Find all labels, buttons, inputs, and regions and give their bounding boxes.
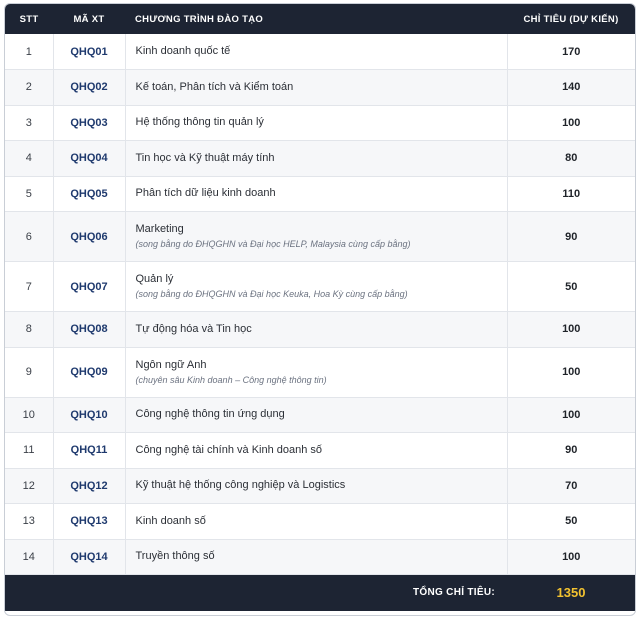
- table-row: 9 QHQ09 Ngôn ngữ Anh (chuyên sâu Kinh doanh…: [5, 347, 635, 398]
- row-stt: 13: [5, 503, 54, 540]
- row-quota: 100: [507, 311, 635, 348]
- row-quota: 50: [507, 503, 635, 540]
- table-row: 11 QHQ11 Công nghệ tài chính và Kinh doanh…: [5, 432, 635, 469]
- program-name: Hệ thống thông tin quản lý: [135, 116, 264, 129]
- row-stt: 9: [5, 347, 54, 398]
- row-quota: 100: [507, 539, 635, 575]
- row-quota: 140: [507, 69, 635, 106]
- row-code: QHQ14: [53, 539, 126, 575]
- row-program: Kỹ thuật hệ thống công nghiệp và Logisti…: [125, 468, 508, 504]
- program-name: Kế toán, Phân tích và Kiểm toán: [135, 80, 294, 93]
- row-code: QHQ02: [53, 69, 126, 106]
- row-program: Công nghệ tài chính và Kinh doanh số: [125, 432, 508, 469]
- program-name: Kinh doanh quốc tế: [135, 45, 231, 57]
- row-code: QHQ04: [53, 140, 126, 177]
- row-quota: 90: [507, 211, 635, 262]
- program-name: Ngôn ngữ Anh: [135, 358, 207, 371]
- row-quota: 170: [507, 34, 635, 70]
- row-stt: 14: [5, 539, 54, 575]
- header-program: CHƯƠNG TRÌNH ĐÀO TẠO: [135, 13, 264, 25]
- row-program: Kinh doanh quốc tế: [125, 34, 508, 70]
- table-row: 12 QHQ12 Kỹ thuật hệ thống công nghiệp và …: [5, 468, 635, 504]
- table-row: 5 QHQ05 Phân tích dữ liệu kinh doanh 110: [5, 176, 635, 212]
- row-stt: 11: [5, 432, 54, 469]
- quota-table-container: STT MÃ XT CHƯƠNG TRÌNH ĐÀO TẠO CHỈ TIÊU …: [4, 3, 636, 616]
- row-code: QHQ13: [53, 503, 126, 540]
- quota-table: STT MÃ XT CHƯƠNG TRÌNH ĐÀO TẠO CHỈ TIÊU …: [5, 4, 635, 611]
- table-row: 13 QHQ13 Kinh doanh số 50: [5, 503, 635, 540]
- row-program: Truyền thông số: [125, 539, 508, 575]
- row-stt: 12: [5, 468, 54, 504]
- row-stt: 10: [5, 397, 54, 433]
- row-program: Marketing (song bằng do ĐHQGHN và Đại học…: [125, 211, 508, 262]
- row-program: Tin học và Kỹ thuật máy tính: [125, 140, 508, 177]
- table-body: 1 QHQ01 Kinh doanh quốc tế 170 2 QHQ02 Kế toán…: [5, 34, 635, 575]
- table-row: 1 QHQ01 Kinh doanh quốc tế 170: [5, 34, 635, 70]
- row-code: QHQ12: [53, 468, 126, 504]
- total-value: 1350: [556, 585, 586, 601]
- row-code: QHQ09: [53, 347, 126, 398]
- program-name: Truyền thông số: [135, 550, 215, 563]
- table-row: 10 QHQ10 Công nghệ thông tin ứng dụng 100: [5, 397, 635, 433]
- program-name: Tin học và Kỹ thuật máy tính: [135, 151, 275, 164]
- header-stt: STT: [19, 13, 39, 25]
- row-stt: 4: [5, 140, 54, 177]
- program-name: Công nghệ thông tin ứng dụng: [135, 408, 285, 421]
- program-name: Phân tích dữ liệu kinh doanh: [135, 187, 276, 200]
- row-program: Kinh doanh số: [125, 503, 508, 540]
- program-name: Quản lý: [135, 273, 174, 285]
- row-quota: 100: [507, 347, 635, 398]
- table-row: 3 QHQ03 Hệ thống thông tin quản lý 100: [5, 105, 635, 141]
- row-code: QHQ03: [53, 105, 126, 141]
- program-name: Marketing: [135, 223, 184, 235]
- program-name: Công nghệ tài chính và Kinh doanh số: [135, 443, 323, 456]
- table-footer-row: TỔNG CHỈ TIÊU: 1350: [5, 574, 635, 611]
- row-code: QHQ05: [53, 176, 126, 212]
- program-note: (song bằng do ĐHQGHN và Đại học HELP, Ma…: [135, 239, 411, 249]
- header-quota: CHỈ TIÊU (DỰ KIẾN): [523, 13, 619, 25]
- row-stt: 5: [5, 176, 54, 212]
- table-row: 8 QHQ08 Tự động hóa và Tin học 100: [5, 311, 635, 348]
- row-stt: 8: [5, 311, 54, 348]
- row-quota: 80: [507, 140, 635, 177]
- row-quota: 90: [507, 432, 635, 469]
- row-quota: 110: [507, 176, 635, 212]
- row-quota: 70: [507, 468, 635, 504]
- row-code: QHQ08: [53, 311, 126, 348]
- row-quota: 100: [507, 105, 635, 141]
- row-program: Quản lý (song bằng do ĐHQGHN và Đại học K…: [125, 261, 508, 312]
- table-row: 14 QHQ14 Truyền thông số 100: [5, 539, 635, 575]
- table-row: 2 QHQ02 Kế toán, Phân tích và Kiểm toán 140: [5, 69, 635, 106]
- row-code: QHQ06: [53, 211, 126, 262]
- row-quota: 50: [507, 261, 635, 312]
- row-stt: 2: [5, 69, 54, 106]
- table-row: 6 QHQ06 Marketing (song bằng do ĐHQGHN và Đ…: [5, 211, 635, 262]
- row-program: Công nghệ thông tin ứng dụng: [125, 397, 508, 433]
- program-name: Kinh doanh số: [135, 514, 206, 527]
- table-header-row: STT MÃ XT CHƯƠNG TRÌNH ĐÀO TẠO CHỈ TIÊU …: [5, 4, 635, 34]
- row-code: QHQ01: [53, 34, 126, 70]
- total-label: TỔNG CHỈ TIÊU:: [413, 587, 495, 599]
- row-stt: 6: [5, 211, 54, 262]
- row-program: Kế toán, Phân tích và Kiểm toán: [125, 69, 508, 106]
- header-code: MÃ XT: [73, 13, 105, 25]
- program-name: Kỹ thuật hệ thống công nghiệp và Logisti…: [135, 479, 346, 492]
- program-note: (song bằng do ĐHQGHN và Đại học Keuka, H…: [135, 289, 408, 299]
- row-quota: 100: [507, 397, 635, 433]
- program-note: (chuyên sâu Kinh doanh – Công nghệ thông…: [135, 374, 327, 385]
- table-row: 4 QHQ04 Tin học và Kỹ thuật máy tính 80: [5, 140, 635, 177]
- row-stt: 1: [5, 34, 54, 70]
- row-code: QHQ10: [53, 397, 126, 433]
- row-code: QHQ11: [53, 432, 126, 469]
- row-program: Tự động hóa và Tin học: [125, 311, 508, 348]
- table-row: 7 QHQ07 Quản lý (song bằng do ĐHQGHN và Đại…: [5, 261, 635, 312]
- row-stt: 3: [5, 105, 54, 141]
- row-program: Hệ thống thông tin quản lý: [125, 105, 508, 141]
- row-code: QHQ07: [53, 261, 126, 312]
- row-stt: 7: [5, 261, 54, 312]
- program-name: Tự động hóa và Tin học: [135, 322, 252, 335]
- row-program: Ngôn ngữ Anh (chuyên sâu Kinh doanh – Côn…: [125, 347, 508, 398]
- row-program: Phân tích dữ liệu kinh doanh: [125, 176, 508, 212]
